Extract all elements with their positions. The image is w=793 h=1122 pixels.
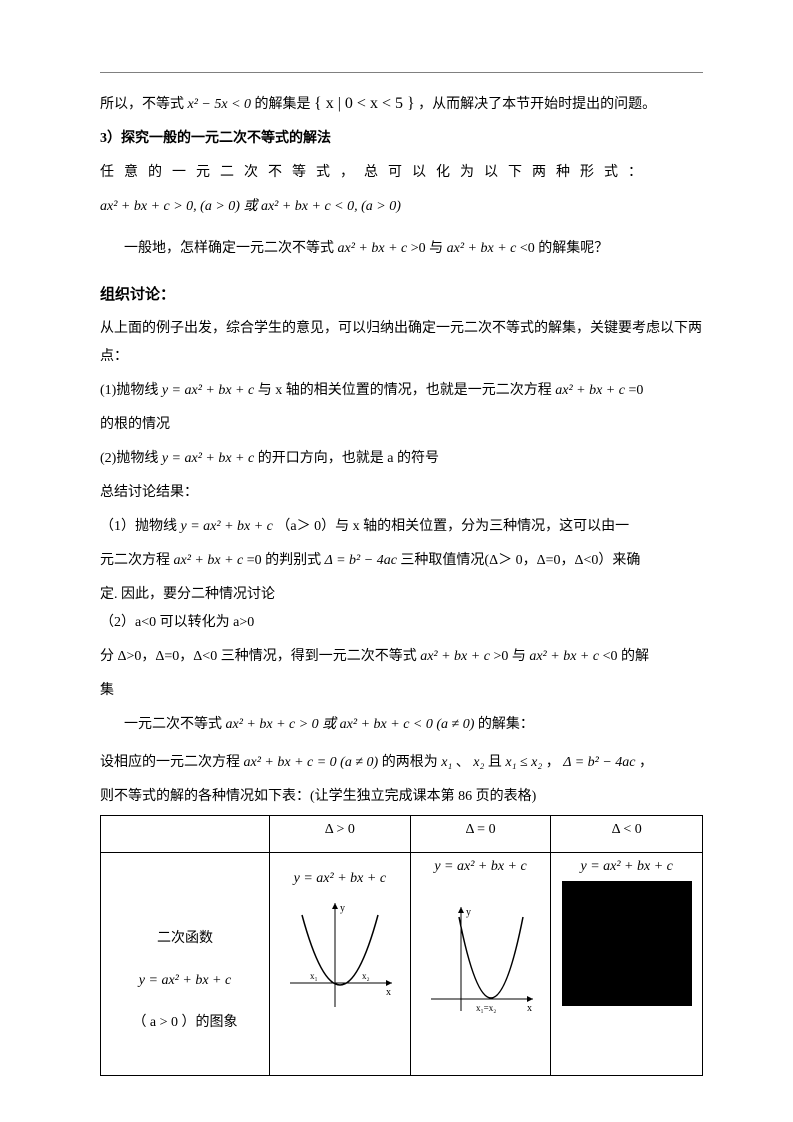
- text: (2)抛物线: [100, 451, 162, 466]
- paragraph-three-cases: 分 Δ>0，Δ=0，Δ<0 三种情况，得到一元二次不等式 ax² + bx + …: [100, 643, 703, 671]
- text: 元二次方程: [100, 553, 174, 568]
- table-header: Δ = 0: [410, 816, 551, 853]
- redacted-graph-icon: [562, 881, 692, 1006]
- text: ，从而解决了本节开始时提出的问题。: [418, 97, 656, 112]
- section-heading: 3）探究一般的一元二次不等式的解法: [100, 125, 703, 153]
- graph-cell-delta-zero: y = ax² + bx + c x₁=x₂ y x: [410, 853, 551, 1076]
- paragraph: 定. 因此，要分二种情况讨论: [100, 581, 703, 609]
- text: 的开口方向，也就是 a 的符号: [258, 451, 439, 466]
- paragraph-conclusion: 所以，不等式 x² − 5x < 0 的解集是 { x | 0 < x < 5 …: [100, 90, 703, 119]
- svg-text:x₂: x₂: [362, 971, 370, 981]
- text: 二次函数: [105, 925, 265, 953]
- math: ax² + bx + c > 0 或 ax² + bx + c < 0 (a ≠…: [226, 717, 475, 732]
- text: ，: [639, 755, 653, 770]
- math: ax² + bx + c: [447, 241, 517, 256]
- text: =0 的判别式: [247, 553, 325, 568]
- math: y = ax² + bx + c: [162, 451, 254, 466]
- paragraph: 集: [100, 677, 703, 705]
- text: <0 的解: [603, 649, 649, 664]
- paragraph-result2: （2）a<0 可以转化为 a>0: [100, 609, 703, 637]
- paragraph: 从上面的例子出发，综合学生的意见，可以归纳出确定一元二次不等式的解集，关键要考虑…: [100, 315, 703, 371]
- text: 设相应的一元二次方程: [100, 755, 244, 770]
- table-header: Δ < 0: [551, 816, 703, 853]
- text: >0 与: [493, 649, 529, 664]
- paragraph-roots: 设相应的一元二次方程 ax² + bx + c = 0 (a ≠ 0) 的两根为…: [100, 749, 703, 777]
- text: （1）抛物线: [100, 519, 181, 534]
- text: （a＞ 0）与 x 轴的相关位置，分为三种情况，这可以由一: [276, 519, 629, 534]
- math: ax² + bx + c: [174, 553, 244, 568]
- graph-cell-delta-pos: y = ax² + bx + c x₁ x₂ y x: [270, 853, 411, 1076]
- math: Δ = b² − 4ac: [563, 755, 635, 770]
- text: 的解集：: [478, 717, 534, 732]
- svg-text:x₁: x₁: [310, 971, 318, 981]
- math: y = ax² + bx + c: [162, 383, 254, 398]
- math: ax² + bx + c: [529, 649, 599, 664]
- table-header: [101, 816, 270, 853]
- math-forms: ax² + bx + c > 0, (a > 0) 或 ax² + bx + c…: [100, 199, 401, 214]
- math: ax² + bx + c: [555, 383, 625, 398]
- math: ax² + bx + c: [420, 649, 490, 664]
- paragraph-result1b: 元二次方程 ax² + bx + c =0 的判别式 Δ = b² − 4ac …: [100, 547, 703, 575]
- graph-cell-delta-neg: y = ax² + bx + c: [551, 853, 703, 1076]
- paragraph-point2: (2)抛物线 y = ax² + bx + c 的开口方向，也就是 a 的符号: [100, 445, 703, 473]
- math: y = ax² + bx + c: [181, 519, 273, 534]
- text: <0 的解集呢？: [520, 241, 608, 256]
- math: y = ax² + bx + c: [580, 859, 672, 874]
- svg-text:x: x: [386, 987, 391, 998]
- table-header: Δ > 0: [270, 816, 411, 853]
- row-label: 二次函数 y = ax² + bx + c （ a > 0 ）的图象: [101, 853, 270, 1076]
- table-row: 二次函数 y = ax² + bx + c （ a > 0 ）的图象 y = a…: [101, 853, 703, 1076]
- paragraph: 总结讨论结果：: [100, 479, 703, 507]
- header-rule: [100, 72, 703, 73]
- text: 、: [456, 755, 470, 770]
- math: x₁ ≤ x₂: [505, 755, 542, 770]
- paragraph-question: 一般地，怎样确定一元二次不等式 ax² + bx + c >0 与 ax² + …: [100, 235, 703, 263]
- text: 与 x 轴的相关位置的情况，也就是一元二次方程: [258, 383, 556, 398]
- paragraph: 的根的情况: [100, 411, 703, 439]
- math: ax² + bx + c: [338, 241, 408, 256]
- text: 且: [488, 755, 506, 770]
- text: 一般地，怎样确定一元二次不等式: [124, 241, 338, 256]
- text: 的解集是: [255, 97, 311, 112]
- paragraph-point1: (1)抛物线 y = ax² + bx + c 与 x 轴的相关位置的情况，也就…: [100, 377, 703, 405]
- parabola-two-roots-icon: x₁ x₂ y x: [280, 895, 400, 1015]
- text: 三种取值情况(Δ＞ 0，Δ=0，Δ<0）来确: [400, 553, 640, 568]
- svg-text:x: x: [527, 1003, 532, 1014]
- paragraph-result1: （1）抛物线 y = ax² + bx + c （a＞ 0）与 x 轴的相关位置…: [100, 513, 703, 541]
- paragraph-table-intro: 则不等式的解的各种情况如下表：(让学生独立完成课本第 86 页的表格): [100, 783, 703, 811]
- math: x² − 5x < 0: [188, 97, 252, 112]
- svg-text:y: y: [466, 907, 471, 918]
- math: x₂: [473, 755, 484, 770]
- math: y = ax² + bx + c: [139, 973, 231, 988]
- text: 所以，不等式: [100, 97, 188, 112]
- text: >0 与: [411, 241, 447, 256]
- paragraph-solution-set: 一元二次不等式 ax² + bx + c > 0 或 ax² + bx + c …: [100, 711, 703, 739]
- paragraph-spaced: 任意的一元二次不等式，总可以化为以下两种形式：: [100, 159, 703, 187]
- text: （ a > 0 ）的图象: [105, 1009, 265, 1037]
- parabola-one-root-icon: x₁=x₂ y x: [421, 899, 541, 1019]
- page: 所以，不等式 x² − 5x < 0 的解集是 { x | 0 < x < 5 …: [0, 0, 793, 1122]
- math: ax² + bx + c = 0 (a ≠ 0): [244, 755, 379, 770]
- discussion-heading: 组织讨论：: [100, 281, 703, 309]
- svg-text:x₁=x₂: x₁=x₂: [476, 1003, 496, 1013]
- math: Δ = b² − 4ac: [325, 553, 397, 568]
- text: =0: [628, 383, 643, 398]
- text: ，: [546, 755, 560, 770]
- svg-text:y: y: [340, 903, 345, 914]
- table-header-row: Δ > 0 Δ = 0 Δ < 0: [101, 816, 703, 853]
- text: 的两根为: [382, 755, 442, 770]
- text: 分 Δ>0，Δ=0，Δ<0 三种情况，得到一元二次不等式: [100, 649, 420, 664]
- text: 一元二次不等式: [124, 717, 226, 732]
- cases-table: Δ > 0 Δ = 0 Δ < 0 二次函数 y = ax² + bx + c …: [100, 815, 703, 1076]
- math-set: { x | 0 < x < 5 }: [314, 95, 415, 112]
- text: (1)抛物线: [100, 383, 162, 398]
- math: y = ax² + bx + c: [294, 871, 386, 886]
- math: y = ax² + bx + c: [434, 859, 526, 874]
- math: x₁: [441, 755, 452, 770]
